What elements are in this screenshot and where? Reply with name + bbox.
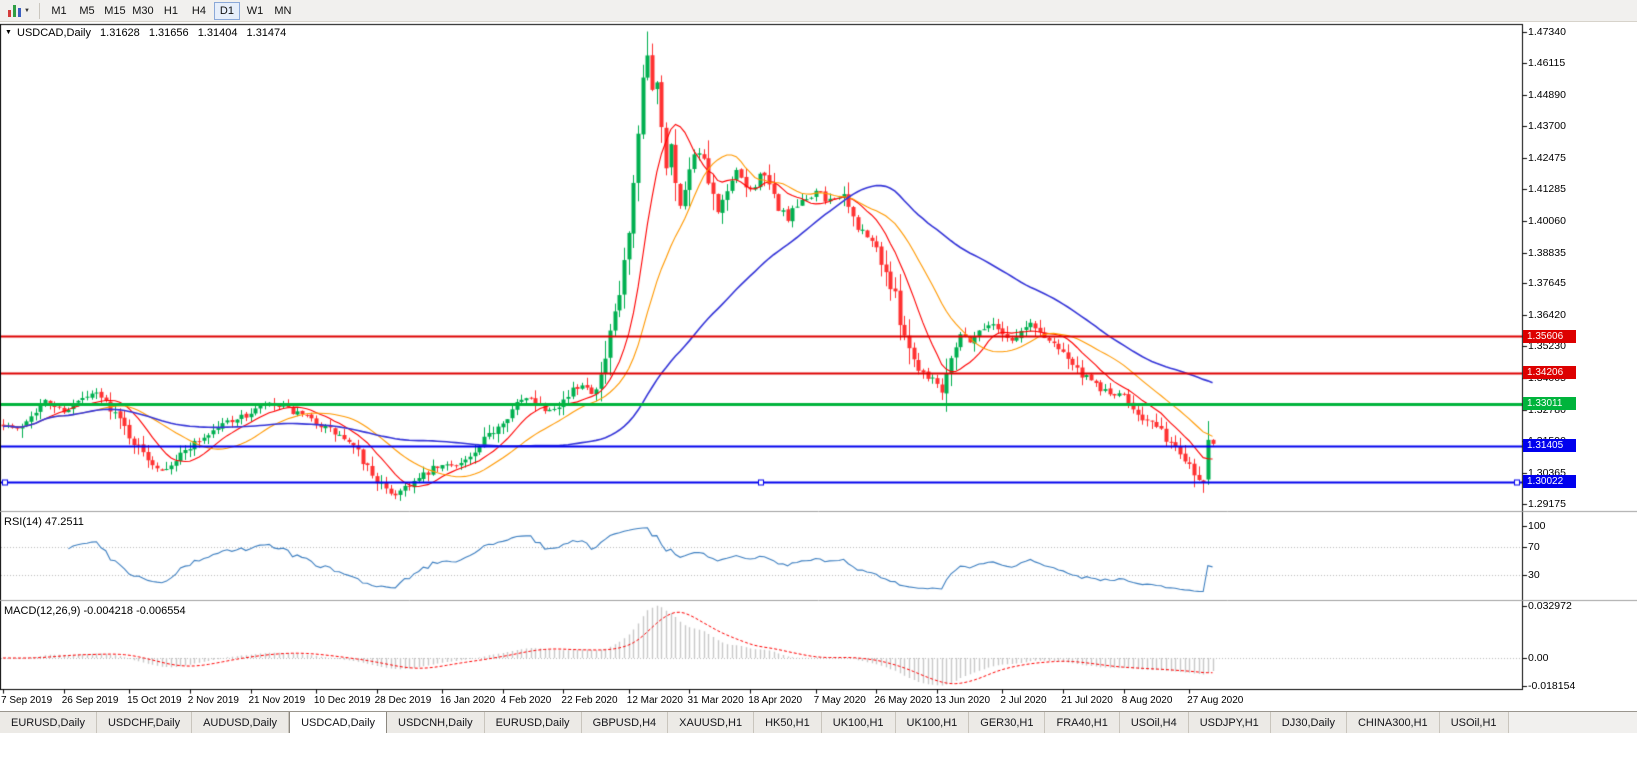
ohlc-low: 1.31404: [197, 27, 238, 39]
price-scale-tick: 1.35230: [1528, 340, 1566, 353]
rsi-scale-tick: 30: [1528, 569, 1540, 581]
date-axis-label: 15 Oct 2019: [127, 695, 182, 706]
rsi-panel-divider[interactable]: [0, 511, 1637, 515]
date-axis-label: 27 Aug 2020: [1187, 695, 1244, 706]
date-axis-label: 26 May 2020: [874, 695, 933, 706]
date-axis-label: 28 Dec 2019: [374, 695, 432, 706]
chevron-down-icon: ▼: [24, 7, 30, 14]
chart-area: ▼ USDCAD,Daily 1.31628 1.31656 1.31404 1…: [0, 22, 1637, 711]
chart-tab-xauusd-h1[interactable]: XAUUSD,H1: [668, 712, 755, 733]
date-axis-label: 4 Feb 2020: [500, 695, 552, 706]
chart-tab-eurusd-daily[interactable]: EURUSD,Daily: [0, 712, 97, 733]
price-level-badge: 1.35606: [1523, 329, 1576, 343]
chart-tab-fra40-h1[interactable]: FRA40,H1: [1045, 712, 1120, 733]
price-scale-tick: 1.37645: [1528, 277, 1566, 290]
rsi-scale-tick: 100: [1528, 520, 1546, 532]
rsi-indicator-label: RSI(14) 47.2511: [4, 516, 84, 528]
chart-tab-china300-h1[interactable]: CHINA300,H1: [1346, 712, 1440, 733]
candlestick-chart-icon: [8, 4, 22, 17]
timeframe-m5[interactable]: M5: [79, 4, 95, 17]
tabbar-filler: [1509, 712, 1637, 733]
timeframe-mn[interactable]: MN: [274, 4, 292, 17]
macd-scale-tick: -0.018154: [1528, 680, 1576, 693]
price-scale-tick: 1.46115: [1528, 57, 1566, 70]
date-axis-label: 18 Apr 2020: [748, 695, 803, 706]
symbol-name: USDCAD,Daily: [17, 27, 91, 39]
timeframe-d1[interactable]: D1: [213, 1, 240, 20]
chart-tab-usoil-h4[interactable]: USOil,H4: [1119, 712, 1189, 733]
chart-tab-ger30-h1[interactable]: GER30,H1: [969, 712, 1046, 733]
symbol-dropdown-icon[interactable]: ▼: [5, 29, 12, 36]
timeframe-h1[interactable]: H1: [163, 4, 178, 17]
price-chart-canvas[interactable]: [0, 22, 1637, 694]
price-level-badge: 1.33011: [1523, 397, 1576, 411]
date-axis-label: 31 Mar 2020: [687, 695, 744, 706]
date-axis-label: 8 Aug 2020: [1121, 695, 1173, 706]
symbol-info: USDCAD,Daily 1.31628 1.31656 1.31404 1.3…: [17, 27, 292, 39]
timeframe-h4[interactable]: H4: [191, 4, 206, 17]
price-scale-tick: 1.36420: [1528, 309, 1566, 322]
date-axis-label: 22 Feb 2020: [561, 695, 618, 706]
price-scale-tick: 1.38835: [1528, 246, 1566, 259]
price-scale-tick: 1.41285: [1528, 182, 1566, 195]
chart-tabbar: EURUSD,Daily USDCHF,Daily AUDUSD,Daily USDC…: [0, 711, 1637, 733]
chart-tab-usdjpy-h1[interactable]: USDJPY,H1: [1188, 712, 1271, 733]
price-scale-tick: 1.29175: [1528, 497, 1566, 510]
chart-tab-hk50-h1[interactable]: HK50,H1: [754, 712, 822, 733]
date-axis-label: 13 Jun 2020: [935, 695, 991, 706]
price-scale-tick: 1.47340: [1528, 25, 1566, 38]
date-axis-label: 2 Nov 2019: [187, 695, 239, 706]
chart-tab-dj30-daily[interactable]: DJ30,Daily: [1270, 712, 1347, 733]
ohlc-close: 1.31474: [246, 27, 287, 39]
ohlc-high: 1.31656: [148, 27, 189, 39]
date-axis-label: 21 Nov 2019: [248, 695, 306, 706]
price-level-badge: 1.31405: [1523, 439, 1576, 453]
chart-tab-uk100-h1[interactable]: UK100,H1: [821, 712, 896, 733]
date-axis-label: 16 Jan 2020: [439, 695, 496, 706]
chart-tab-uk100-h1[interactable]: UK100,H1: [895, 712, 970, 733]
chart-tab-gbpusd-h4[interactable]: GBPUSD,H4: [581, 712, 669, 733]
timeframe-w1[interactable]: W1: [246, 4, 264, 17]
macd-scale-tick: 0.00: [1528, 652, 1549, 664]
price-level-badge: 1.34206: [1523, 366, 1576, 380]
chart-tab-usdchf-daily[interactable]: USDCHF,Daily: [96, 712, 193, 733]
macd-scale-tick: 0.032972: [1528, 600, 1572, 613]
chart-type-button[interactable]: ▼: [4, 2, 34, 20]
timeframe-buttons: M1 M5 M15 M30 H1 H4 D1 W1 MN: [45, 1, 297, 20]
macd-indicator-label: MACD(12,26,9) -0.004218 -0.006554: [4, 605, 186, 617]
date-axis-label: 21 Jul 2020: [1061, 695, 1113, 706]
chart-tab-usoil-h1[interactable]: USOil,H1: [1439, 712, 1509, 733]
price-scale-tick: 1.43700: [1528, 120, 1566, 133]
timeframe-m15[interactable]: M15: [104, 4, 126, 17]
price-scale-tick: 1.40060: [1528, 214, 1566, 227]
rsi-scale-tick: 70: [1528, 541, 1540, 553]
date-axis-label: 10 Dec 2019: [313, 695, 371, 706]
date-axis-label: 26 Sep 2019: [61, 695, 119, 706]
price-scale[interactable]: 1.47340 1.46115 1.44890 1.43700 1.42475 1.412…: [1522, 22, 1637, 694]
top-toolbar: ▼ M1 M5 M15 M30 H1 H4 D1 W1 MN: [0, 0, 1637, 22]
timeframe-m30[interactable]: M30: [132, 4, 154, 17]
price-scale-tick: 1.44890: [1528, 89, 1566, 102]
price-level-badge: 1.30022: [1523, 475, 1576, 489]
toolbar-separator: [38, 2, 40, 19]
macd-panel-divider[interactable]: [0, 600, 1637, 604]
date-axis-label: 7 May 2020: [813, 695, 866, 706]
chart-tab-usdcnh-daily[interactable]: USDCNH,Daily: [387, 712, 485, 733]
chart-tab-eurusd-daily[interactable]: EURUSD,Daily: [484, 712, 582, 733]
timeframe-m1[interactable]: M1: [51, 4, 67, 17]
date-axis[interactable]: 7 Sep 2019 26 Sep 2019 15 Oct 2019 2 Nov 20…: [0, 694, 1522, 711]
date-axis-label: 2 Jul 2020: [1000, 695, 1047, 706]
chart-tab-audusd-daily[interactable]: AUDUSD,Daily: [192, 712, 290, 733]
chart-tab-usdcad-daily[interactable]: USDCAD,Daily: [289, 712, 388, 733]
price-scale-tick: 1.42475: [1528, 151, 1566, 164]
date-axis-label: 12 Mar 2020: [626, 695, 683, 706]
date-axis-label: 7 Sep 2019: [1, 695, 53, 706]
ohlc-open: 1.31628: [100, 27, 140, 39]
